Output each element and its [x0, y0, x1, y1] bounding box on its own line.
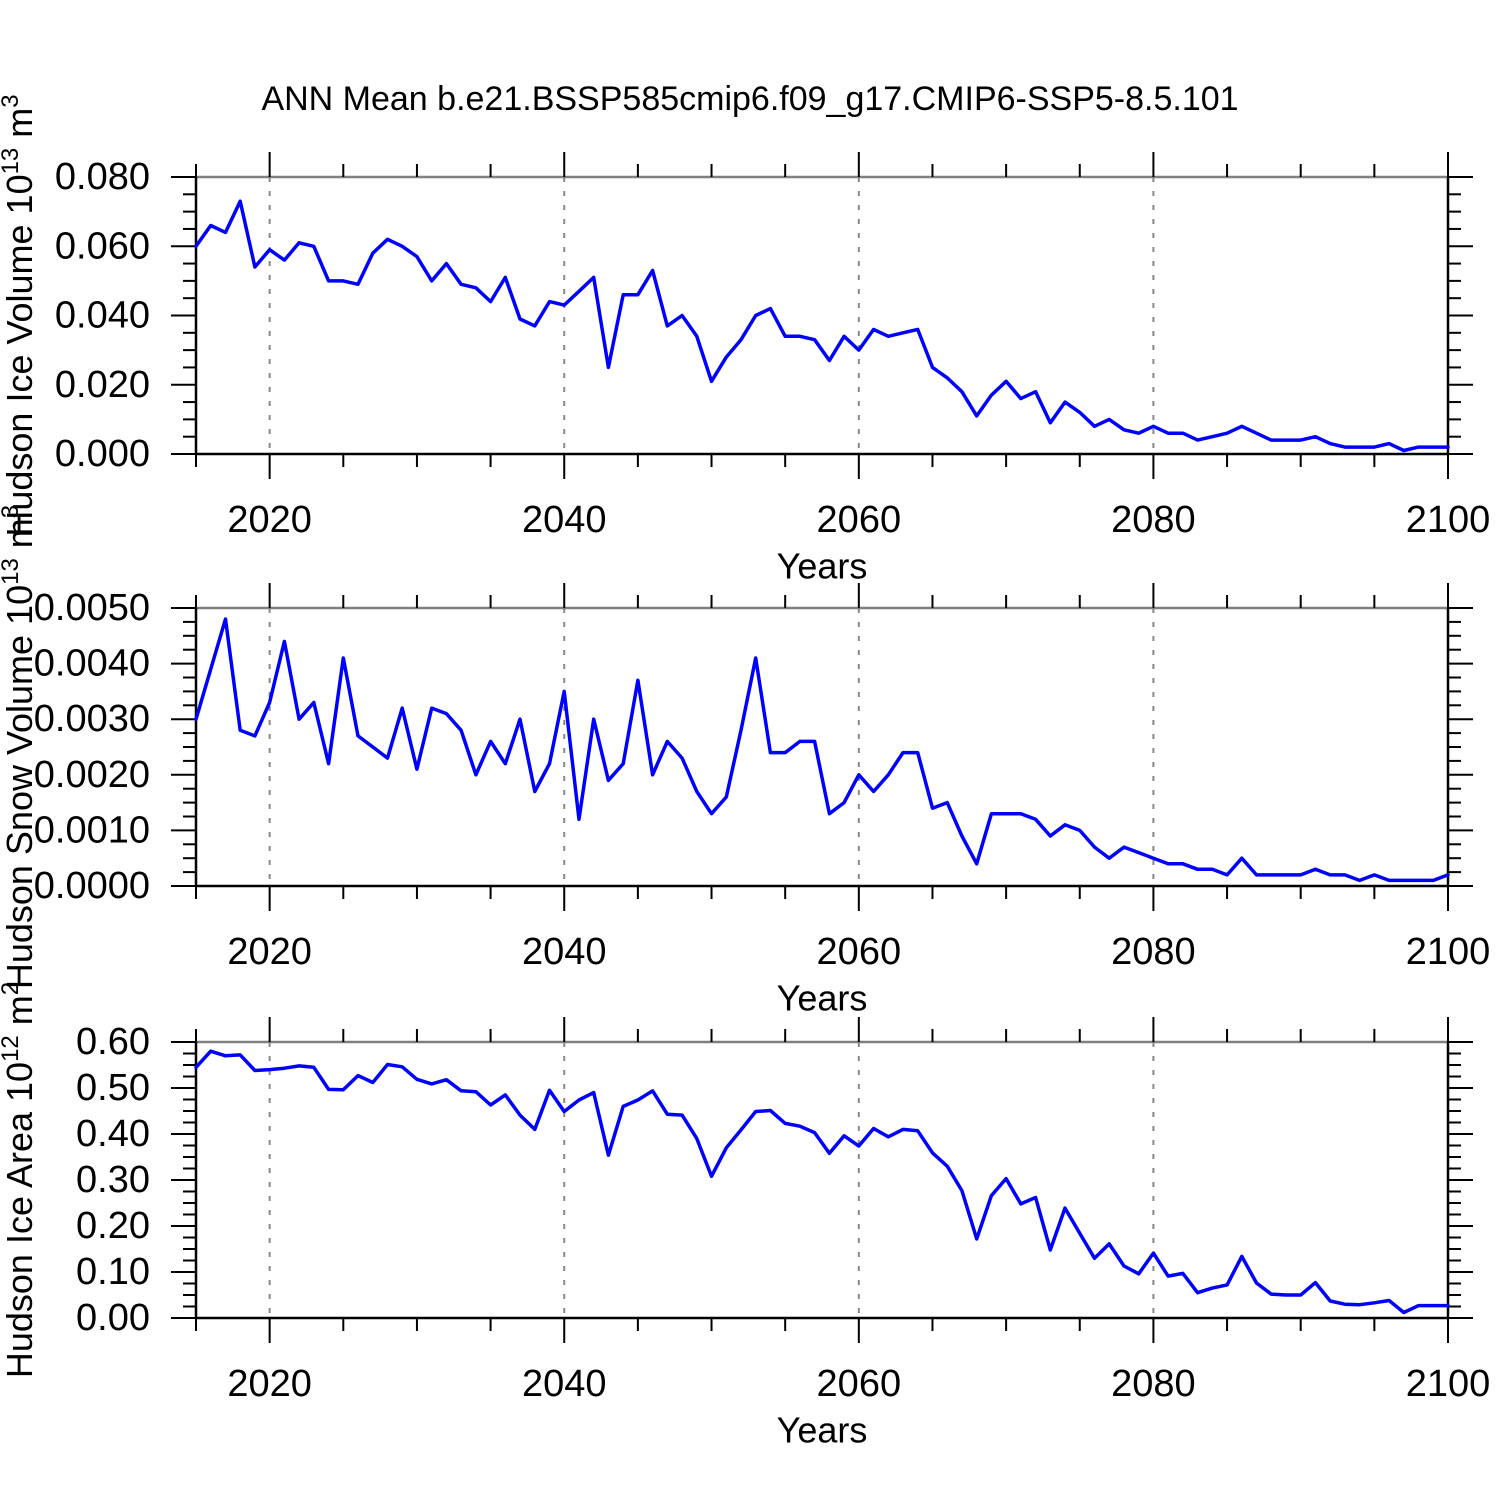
x-tick-label: 2060 — [817, 499, 902, 541]
x-axis-title: Years — [777, 1410, 868, 1451]
y-tick-label: 0.20 — [76, 1205, 150, 1247]
y-tick-label: 0.060 — [55, 225, 150, 267]
y-tick-label: 0.040 — [55, 295, 150, 337]
y-tick-label: 0.00 — [76, 1297, 150, 1339]
y-tick-label: 0.080 — [55, 156, 150, 198]
x-tick-label: 2040 — [522, 1363, 607, 1405]
y-axis-title: Hudson Snow Volume 1013 m3 — [0, 505, 40, 989]
x-tick-label: 2020 — [227, 931, 312, 973]
y-axis-title: Hudson Ice Volume 1013 m3 — [0, 94, 40, 536]
y-tick-label: 0.40 — [76, 1113, 150, 1155]
snow-volume-line — [194, 617, 1450, 883]
chart-title: ANN Mean b.e21.BSSP585cmip6.f09_g17.CMIP… — [261, 80, 1239, 118]
x-tick-label: 2060 — [817, 931, 902, 973]
panel-ice-area: 2020 2040 2060 2080 2100 0.000.100.200.300.40… — [0, 982, 1490, 1451]
y-tick-label: 0.0000 — [34, 865, 150, 907]
x-tick-label: 2080 — [1111, 1363, 1196, 1405]
x-tick-label: 2080 — [1111, 931, 1196, 973]
x-tick-label: 2060 — [817, 1363, 902, 1405]
y-tick-label: 0.020 — [55, 364, 150, 406]
y-axis-title: Hudson Ice Area 1012 m2 — [0, 982, 40, 1378]
y-tick-label: 0.0010 — [34, 809, 150, 851]
x-tick-label: 2100 — [1406, 1363, 1491, 1405]
x-tick-label: 2040 — [522, 931, 607, 973]
panel-ice-volume: 2020 2040 2060 2080 2100 0.000 0.020 0.040 0.060… — [0, 94, 1490, 586]
y-tick-label: 0.60 — [76, 1021, 150, 1063]
y-tick-label: 0.0040 — [34, 643, 150, 685]
y-tick-label: 0.30 — [76, 1159, 150, 1201]
x-tick-label: 2020 — [227, 1363, 312, 1405]
ice-volume-line — [194, 199, 1450, 453]
x-axis-title: Years — [777, 978, 868, 1019]
y-tick-label: 0.0050 — [34, 587, 150, 629]
y-tick-label: 0.0020 — [34, 754, 150, 796]
y-tick-label: 0.10 — [76, 1251, 150, 1293]
x-axis-title: Years — [777, 546, 868, 587]
x-tick-label: 2040 — [522, 499, 607, 541]
ice-area-line — [194, 1049, 1450, 1315]
x-tick-label: 2100 — [1406, 931, 1491, 973]
y-tick-label: 0.50 — [76, 1067, 150, 1109]
panel-snow-volume: 2020 2040 2060 2080 2100 0.0000 0.0010 0.0020 0.… — [0, 505, 1490, 1019]
x-tick-label: 2100 — [1406, 499, 1491, 541]
x-tick-label: 2080 — [1111, 499, 1196, 541]
y-tick-label: 0.000 — [55, 433, 150, 475]
y-tick-label: 0.0030 — [34, 698, 150, 740]
x-tick-label: 2020 — [227, 499, 312, 541]
